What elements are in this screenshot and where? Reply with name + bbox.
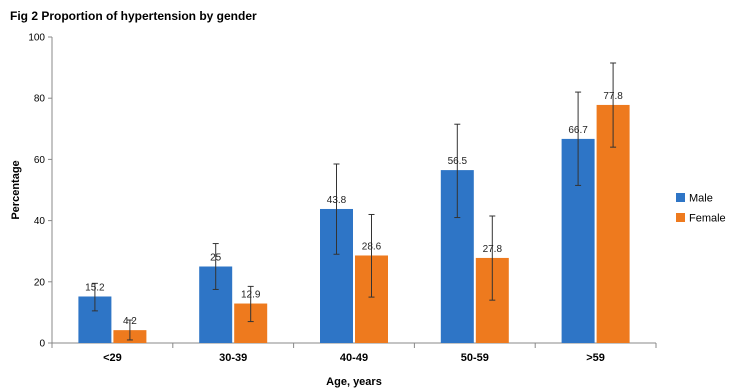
x-category-label: >59 — [586, 352, 605, 364]
y-tick-label: 40 — [34, 216, 46, 227]
bars — [78, 62, 630, 343]
data-label: 25 — [210, 253, 222, 264]
legend-label-female: Female — [689, 213, 726, 225]
y-tick-label: 20 — [34, 277, 46, 288]
y-tick-label: 60 — [34, 155, 46, 166]
data-label: 43.8 — [327, 195, 347, 206]
x-category-label: 50-59 — [461, 352, 489, 364]
data-label: 77.8 — [603, 91, 623, 102]
data-label: 12.9 — [241, 290, 261, 301]
x-axis: <29 30-39 40-49 50-59 >59 — [51, 342, 657, 364]
x-category-label: 40-49 — [340, 352, 368, 364]
data-label: 56.5 — [448, 156, 468, 167]
data-label: 66.7 — [568, 125, 588, 136]
data-label: 28.6 — [362, 241, 382, 252]
data-labels: 15.2 25 43.8 56.5 66.7 4.2 12.9 28.6 27.8 77.8 — [85, 91, 623, 327]
y-axis-title: Percentage — [10, 160, 22, 219]
data-label: 27.8 — [483, 244, 503, 255]
y-tick-label: 100 — [28, 33, 45, 44]
y-axis: 0 20 40 60 80 100 — [28, 33, 53, 350]
x-category-label: <29 — [103, 352, 122, 364]
figure-title: Fig 2 Proportion of hypertension by gend… — [10, 9, 257, 23]
data-label: 4.2 — [123, 316, 137, 327]
legend-label-male: Male — [689, 193, 713, 205]
legend-swatch-male — [676, 193, 685, 202]
legend: Male Female — [676, 193, 726, 225]
y-tick-label: 80 — [34, 94, 46, 105]
legend-swatch-female — [676, 213, 685, 222]
data-label: 15.2 — [85, 282, 105, 293]
x-axis-title: Age, years — [326, 376, 382, 388]
y-tick-label: 0 — [39, 339, 45, 350]
x-category-label: 30-39 — [219, 352, 247, 364]
